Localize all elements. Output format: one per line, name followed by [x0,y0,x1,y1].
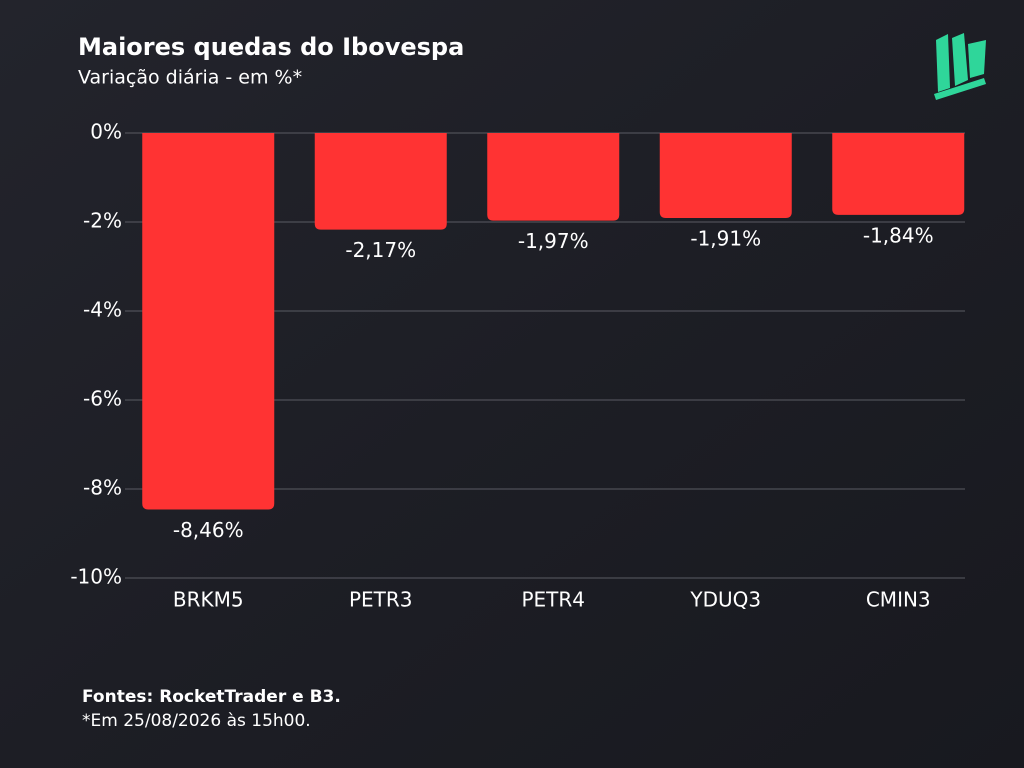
value-label: -1,97% [518,229,589,253]
bar [659,133,792,218]
y-tick-label: -2% [83,209,122,233]
source: Fontes: RocketTrader e B3. [82,687,341,707]
chart-subtitle: Variação diária - em %* [78,67,302,89]
y-tick-label: -6% [83,387,122,411]
bar [487,133,620,221]
y-tick-label: 0% [90,120,122,144]
y-tick-label: -4% [83,298,122,322]
value-label: -8,46% [173,518,244,542]
x-tick-label: CMIN3 [866,588,931,612]
value-label: -1,84% [863,223,934,247]
logo [934,33,986,100]
y-tick-label: -8% [83,476,122,500]
y-tick-label: -10% [70,565,122,589]
bar [314,133,447,230]
x-tick-label: BRKM5 [173,588,244,612]
x-tick-label: PETR4 [521,588,585,612]
footnote: *Em 25/08/2026 às 15h00. [82,711,311,731]
chart-title: Maiores quedas do Ibovespa [78,33,464,61]
bar [142,133,275,510]
x-tick-label: YDUQ3 [689,588,761,612]
x-tick-label: PETR3 [349,588,413,612]
bar [832,133,965,215]
value-label: -1,91% [690,226,761,250]
value-label: -2,17% [345,238,416,262]
